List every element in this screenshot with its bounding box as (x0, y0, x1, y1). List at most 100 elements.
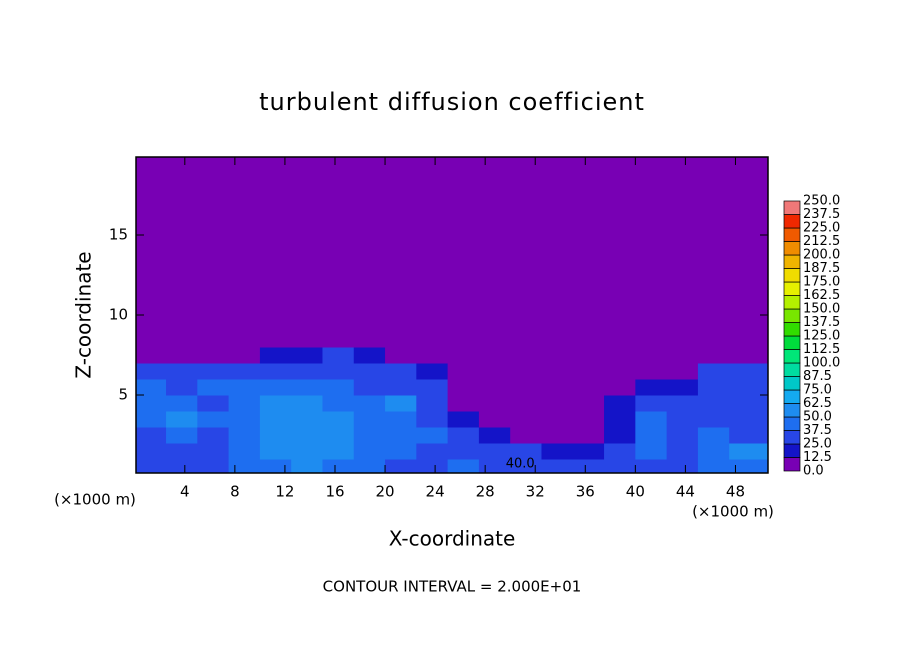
cell (416, 157, 449, 332)
cell (291, 459, 323, 473)
cell (729, 157, 768, 332)
cell (259, 411, 292, 428)
cell (604, 331, 636, 348)
cell (478, 411, 511, 428)
cell (572, 331, 605, 348)
cell (510, 443, 542, 460)
cell (136, 331, 167, 348)
cell (510, 379, 542, 396)
colorbar-box (783, 254, 801, 269)
cell (291, 395, 323, 412)
colorbar-box (783, 227, 801, 242)
cell (572, 157, 605, 332)
cell (635, 411, 668, 428)
cell (136, 411, 167, 428)
cell (510, 363, 542, 380)
cell (510, 427, 542, 444)
cell (166, 157, 198, 332)
colorbar-label: 75.0 (803, 383, 832, 398)
colorbar-box (783, 362, 801, 377)
cell (228, 427, 261, 444)
cell (572, 459, 605, 473)
cell (166, 459, 198, 473)
cell (635, 157, 668, 332)
cell (353, 459, 386, 473)
cell (228, 411, 261, 428)
cell (635, 331, 668, 348)
x-tick-label: 40 (626, 483, 645, 501)
cell (385, 395, 417, 412)
cell (353, 395, 386, 412)
cell (259, 459, 292, 473)
cell (604, 427, 636, 444)
x-tick-label: 36 (576, 483, 595, 501)
colorbar-label: 150.0 (803, 302, 840, 317)
colorbar-box (783, 200, 801, 215)
cell (572, 379, 605, 396)
cell (604, 411, 636, 428)
cell (197, 331, 230, 348)
cell (510, 395, 542, 412)
cell (697, 363, 730, 380)
cell (635, 427, 668, 444)
cell (416, 411, 449, 428)
chart-title: turbulent diffusion coefficient (259, 88, 645, 116)
colorbar-label: 62.5 (803, 396, 832, 411)
cell (228, 379, 261, 396)
cell (166, 331, 198, 348)
colorbar-box (783, 376, 801, 391)
colorbar-box (783, 241, 801, 256)
cell (353, 363, 386, 380)
colorbar-box (783, 403, 801, 418)
footer: CONTOUR INTERVAL = 2.000E+01 (323, 578, 582, 596)
x-tick-label: 12 (275, 483, 294, 501)
cell (666, 395, 699, 412)
cell (729, 427, 768, 444)
cell (541, 331, 574, 348)
cell (666, 459, 699, 473)
cell (478, 459, 511, 473)
cell (729, 379, 768, 396)
cell (166, 443, 198, 460)
colorbar-box (783, 389, 801, 404)
colorbar-box (783, 268, 801, 283)
cell (385, 347, 417, 364)
colorbar-label: 125.0 (803, 329, 840, 344)
cell (447, 427, 480, 444)
cell (385, 363, 417, 380)
colorbar-label: 187.5 (803, 261, 840, 276)
cell (197, 363, 230, 380)
colorbar-label: 212.5 (803, 234, 840, 249)
cell (322, 427, 355, 444)
cell (666, 157, 699, 332)
colorbar-box (783, 443, 801, 458)
cell (572, 363, 605, 380)
cell (353, 427, 386, 444)
cell (541, 443, 574, 460)
cell (447, 157, 480, 332)
cell (291, 331, 323, 348)
cell (322, 347, 355, 364)
cell (416, 379, 449, 396)
colorbar-label: 112.5 (803, 342, 840, 357)
cell (166, 411, 198, 428)
colorbar-label: 250.0 (803, 194, 840, 209)
cell (259, 331, 292, 348)
colorbar-label: 225.0 (803, 221, 840, 236)
cell (291, 157, 323, 332)
cell (322, 411, 355, 428)
cell (385, 157, 417, 332)
cell (478, 363, 511, 380)
cell (166, 363, 198, 380)
colorbar-box (783, 308, 801, 323)
cell (259, 443, 292, 460)
cell (541, 379, 574, 396)
cell (136, 443, 167, 460)
cell (385, 427, 417, 444)
x-unit: (×1000 m) (692, 503, 774, 521)
cell (572, 395, 605, 412)
cell (291, 379, 323, 396)
cell (322, 459, 355, 473)
cell (228, 363, 261, 380)
cell (228, 331, 261, 348)
